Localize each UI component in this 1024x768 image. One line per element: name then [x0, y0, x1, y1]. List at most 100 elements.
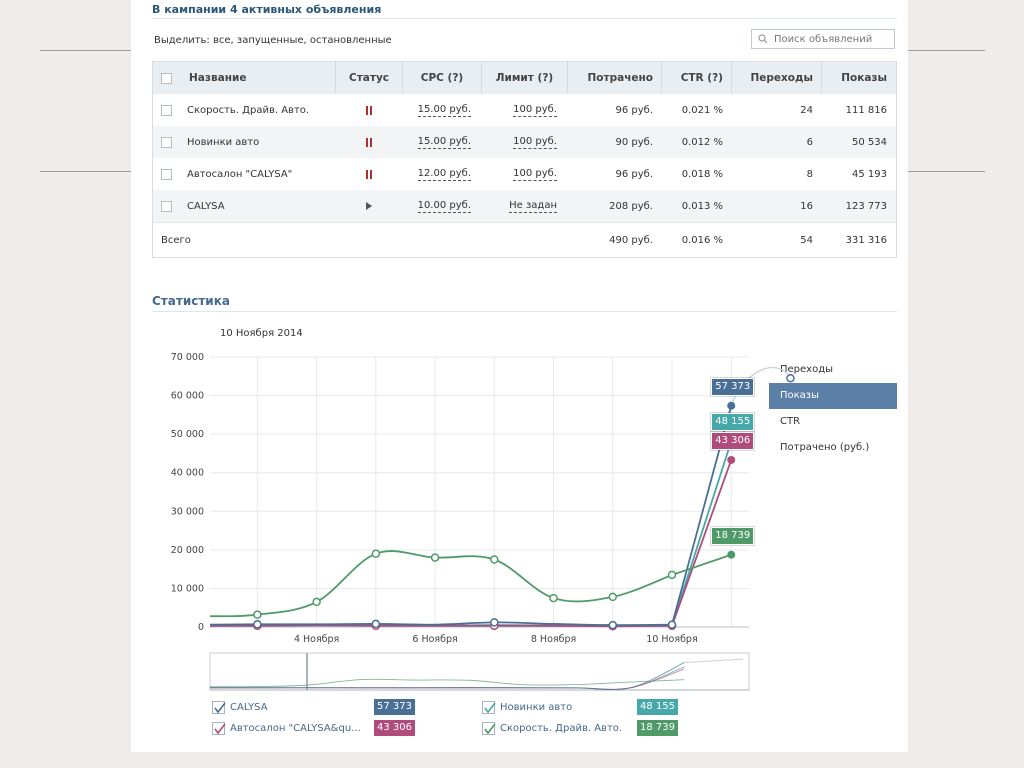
legend-checkbox[interactable] — [212, 700, 226, 714]
metric-clicks[interactable]: Переходы — [780, 364, 834, 375]
divider — [152, 18, 897, 19]
play-icon[interactable] — [366, 202, 372, 210]
series-line — [209, 621, 673, 626]
data-label: 57 373 — [711, 377, 755, 396]
table-row: CALYSA 10.00 руб. Не задан 208 руб. 0.01… — [153, 190, 896, 222]
legend-item-calysa[interactable]: CALYSA — [212, 698, 268, 716]
cpc-value[interactable]: 15.00 руб. — [417, 103, 471, 117]
cpc-value[interactable]: 12.00 руб. — [417, 167, 471, 181]
total-label: Всего — [161, 234, 191, 246]
select-all-link[interactable]: все — [213, 35, 231, 46]
legend-item-skorost[interactable]: Скорость. Драйв. Авто. — [482, 719, 622, 737]
y-tick-label: 60 000 — [171, 391, 204, 402]
row-checkbox[interactable] — [161, 136, 172, 148]
col-views[interactable]: Показы — [841, 72, 887, 84]
select-all-checkbox[interactable] — [161, 72, 172, 84]
check-icon — [484, 723, 496, 734]
table-row: Автосалон "CALYSA" 12.00 руб. 100 руб. 9… — [153, 158, 896, 190]
data-label: 43 306 — [711, 431, 755, 450]
spent-value: 96 руб. — [615, 104, 653, 116]
metric-menu: Переходы Показы CTR Потрачено (руб.) — [769, 357, 897, 461]
metric-spent[interactable]: Потрачено (руб.) — [780, 442, 870, 453]
legend-value: 43 306 — [374, 720, 415, 736]
y-tick-label: 70 000 — [171, 352, 204, 363]
select-label: Выделить: — [154, 35, 210, 46]
limit-value[interactable]: 100 руб. — [513, 167, 557, 181]
col-limit[interactable]: Лимит (?) — [495, 72, 554, 84]
row-checkbox[interactable] — [161, 200, 172, 212]
series-line — [209, 624, 673, 628]
data-point — [371, 549, 381, 558]
views-value: 111 816 — [845, 104, 887, 116]
table-row: Скорость. Драйв. Авто. 15.00 руб. 100 ру… — [153, 94, 896, 126]
legend-value: 18 739 — [637, 720, 678, 736]
views-value: 50 534 — [852, 136, 887, 148]
legend-checkbox[interactable] — [482, 700, 496, 714]
limit-value[interactable]: Не задан — [509, 199, 557, 213]
col-clicks[interactable]: Переходы — [750, 72, 813, 84]
data-point — [667, 570, 677, 580]
legend-value: 57 373 — [374, 699, 415, 715]
x-tick-label: 8 Ноября — [531, 634, 576, 645]
cpc-value[interactable]: 10.00 руб. — [417, 199, 471, 213]
navigator-line — [684, 658, 744, 664]
series-line — [671, 553, 732, 576]
total-row: Всего 490 руб. 0.016 % 54 331 316 — [153, 222, 896, 257]
metric-views[interactable]: Показы — [769, 383, 897, 409]
pause-icon[interactable] — [366, 137, 372, 147]
col-cpc[interactable]: CPC (?) — [420, 72, 464, 84]
data-point — [312, 597, 321, 607]
views-value: 45 193 — [852, 168, 887, 180]
limit-value[interactable]: 100 руб. — [513, 135, 557, 149]
legend-value: 48 155 — [637, 699, 678, 715]
clicks-value: 8 — [806, 168, 813, 180]
legend-item-avtosalon[interactable]: Автосалон "CALYSA&qu... — [212, 719, 361, 737]
y-tick-label: 50 000 — [171, 429, 204, 440]
col-status[interactable]: Статус — [348, 72, 390, 84]
data-point — [549, 593, 558, 603]
clicks-value: 6 — [806, 136, 813, 148]
limit-value[interactable]: 100 руб. — [513, 103, 557, 117]
ad-name[interactable]: Новинки авто — [187, 136, 260, 148]
select-stopped-link[interactable]: остановленные — [309, 35, 392, 46]
spent-value: 208 руб. — [609, 200, 653, 212]
ad-name[interactable]: Скорость. Драйв. Авто. — [187, 104, 310, 116]
select-running-link[interactable]: запущенные — [236, 35, 304, 46]
data-point — [253, 610, 262, 619]
x-tick-label: 10 Ноября — [646, 634, 697, 645]
pause-icon[interactable] — [366, 169, 372, 179]
total-clicks: 54 — [800, 234, 813, 246]
navigator-frame — [209, 652, 750, 691]
ad-name[interactable]: Автосалон "CALYSA" — [187, 168, 293, 180]
data-point — [667, 620, 677, 629]
data-point — [786, 373, 795, 383]
check-icon — [214, 723, 226, 734]
data-point — [608, 592, 618, 602]
y-tick-label: 10 000 — [171, 583, 204, 594]
legend-item-novinki[interactable]: Новинки авто — [482, 698, 572, 716]
campaign-title: В кампании 4 активных объявления — [152, 3, 382, 16]
y-tick-label: 0 — [198, 622, 204, 633]
legend-checkbox[interactable] — [482, 721, 496, 735]
data-point — [727, 455, 736, 464]
data-point — [430, 553, 440, 562]
data-point — [608, 620, 618, 630]
spent-value: 96 руб. — [615, 168, 653, 180]
y-tick-label: 20 000 — [171, 545, 204, 556]
col-ctr[interactable]: CTR (?) — [680, 72, 723, 84]
ctr-value: 0.012 % — [681, 136, 723, 148]
pause-icon[interactable] — [366, 105, 372, 115]
row-checkbox[interactable] — [161, 104, 172, 116]
ad-name[interactable]: CALYSA — [187, 200, 225, 212]
data-point — [490, 618, 499, 627]
cpc-value[interactable]: 15.00 руб. — [417, 135, 471, 149]
legend-checkbox[interactable] — [212, 721, 226, 735]
col-spent[interactable]: Потрачено — [587, 72, 654, 84]
data-point — [727, 550, 736, 559]
row-checkbox[interactable] — [161, 168, 172, 180]
metric-ctr[interactable]: CTR — [780, 416, 801, 427]
data-label: 48 155 — [711, 413, 755, 432]
col-name[interactable]: Название — [189, 72, 247, 84]
search-input[interactable]: Поиск объявлений — [751, 29, 895, 49]
